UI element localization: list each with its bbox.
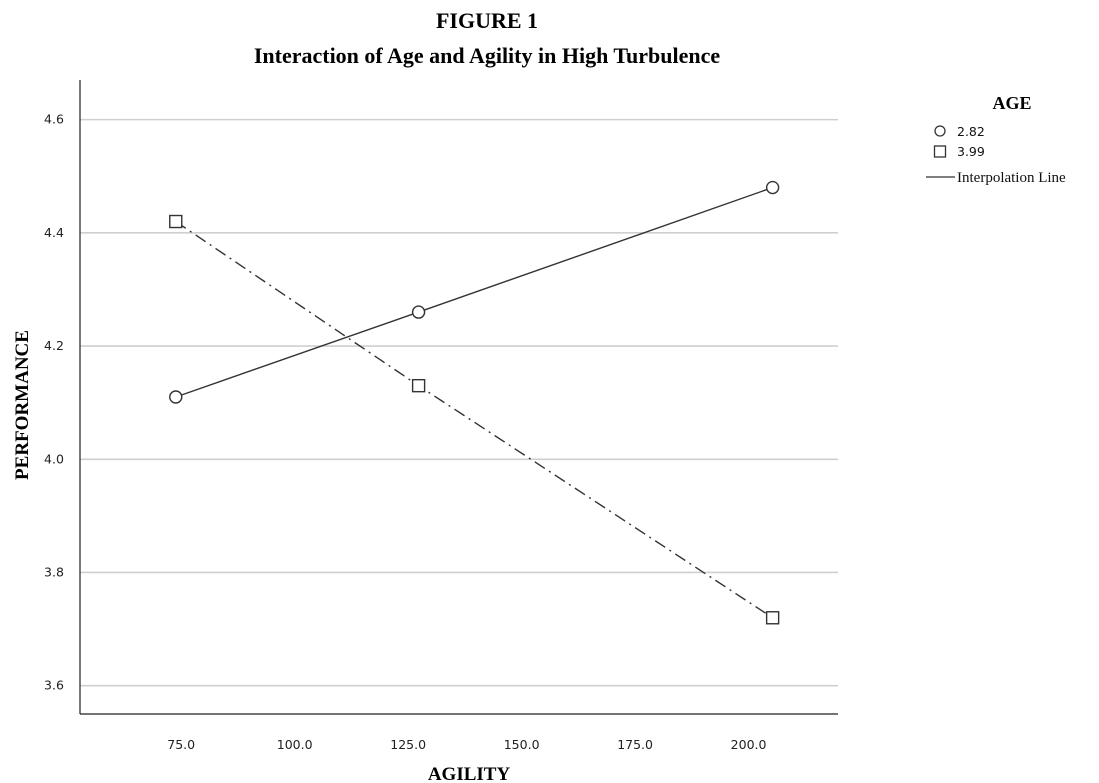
legend-series-1-label: 2.82 [957,124,985,139]
tick-labels: 3.6 3.8 4.0 4.2 4.4 4.6 75.0 100.0 125.0 150.0 175… [44,112,766,752]
y-tick-label: 3.6 [44,678,64,693]
legend-square-icon [933,145,947,158]
legend-interpolation-label: Interpolation Line [957,170,1066,186]
legend-circle-icon [934,125,946,137]
data-markers [169,180,780,625]
chart-title: Interaction of Age and Agility in High T… [254,43,721,68]
gridlines [80,118,838,687]
y-tick-label: 4.6 [44,112,64,127]
series-line-1 [175,186,773,398]
x-tick-label: 75.0 [167,737,195,752]
x-tick-label: 150.0 [504,737,540,752]
y-tick-label: 4.2 [44,338,64,353]
series-line-2 [175,220,774,619]
legend: AGE 2.82 3.99 Interpolation Line [926,93,1066,186]
legend-series-2-label: 3.99 [957,144,985,159]
x-tick-label: 100.0 [277,737,313,752]
series-lines [175,186,774,619]
figure-number: FIGURE 1 [436,8,538,33]
y-tick-label: 4.4 [44,225,64,240]
series-1-point [411,305,426,319]
x-tick-label: 200.0 [731,737,767,752]
series-1-point [765,180,780,195]
x-axis-title: AGILITY [428,764,511,783]
legend-title: AGE [992,93,1031,113]
y-tick-label: 3.8 [44,564,64,579]
series-2-point [765,611,780,625]
x-tick-label: 175.0 [617,737,653,752]
y-tick-label: 4.0 [44,451,64,466]
y-axis-title: PERFORMANCE [12,330,33,480]
axes [79,80,838,715]
x-tick-label: 125.0 [390,737,426,752]
series-1-point [169,390,183,404]
series-2-point [411,378,426,393]
series-2-point [169,214,183,229]
